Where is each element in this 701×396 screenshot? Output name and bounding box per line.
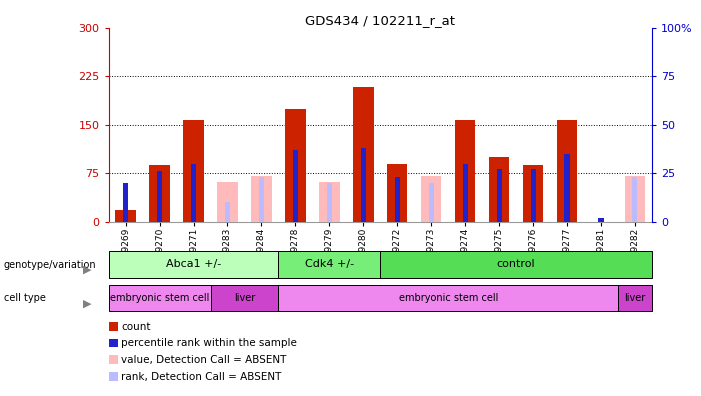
- Text: cell type: cell type: [4, 293, 46, 303]
- Text: ▶: ▶: [83, 265, 91, 275]
- Bar: [429, 183, 434, 222]
- Bar: [184, 120, 204, 222]
- Bar: [564, 154, 570, 222]
- Bar: [217, 182, 238, 222]
- Bar: [109, 285, 210, 311]
- Bar: [361, 148, 366, 222]
- Bar: [531, 169, 536, 222]
- Bar: [293, 150, 298, 222]
- Text: Cdk4 +/-: Cdk4 +/-: [305, 259, 354, 269]
- Bar: [618, 285, 652, 311]
- Bar: [387, 164, 407, 222]
- Text: Abca1 +/-: Abca1 +/-: [166, 259, 222, 269]
- Bar: [149, 165, 170, 222]
- Bar: [259, 177, 264, 222]
- Bar: [109, 251, 278, 278]
- Bar: [157, 171, 162, 222]
- Bar: [116, 210, 136, 222]
- Bar: [489, 157, 510, 222]
- Bar: [463, 164, 468, 222]
- Text: embryonic stem cell: embryonic stem cell: [110, 293, 210, 303]
- Bar: [278, 285, 618, 311]
- Bar: [327, 183, 332, 222]
- Text: ▶: ▶: [83, 299, 91, 309]
- Text: liver: liver: [234, 293, 255, 303]
- Bar: [523, 165, 543, 222]
- Bar: [557, 120, 577, 222]
- Bar: [191, 164, 196, 222]
- Bar: [278, 251, 381, 278]
- Bar: [599, 218, 604, 222]
- Bar: [285, 109, 306, 222]
- Text: control: control: [497, 259, 536, 269]
- Bar: [395, 177, 400, 222]
- Bar: [353, 87, 374, 222]
- Bar: [632, 177, 637, 222]
- Bar: [123, 183, 128, 222]
- Text: liver: liver: [625, 293, 646, 303]
- Bar: [225, 202, 230, 222]
- Text: genotype/variation: genotype/variation: [4, 259, 96, 270]
- Title: GDS434 / 102211_r_at: GDS434 / 102211_r_at: [306, 13, 455, 27]
- Bar: [251, 177, 272, 222]
- Text: value, Detection Call = ABSENT: value, Detection Call = ABSENT: [121, 355, 287, 365]
- Bar: [496, 169, 502, 222]
- Bar: [319, 182, 339, 222]
- Text: count: count: [121, 322, 151, 332]
- Bar: [327, 183, 332, 222]
- Bar: [210, 285, 278, 311]
- Bar: [625, 177, 645, 222]
- Text: rank, Detection Call = ABSENT: rank, Detection Call = ABSENT: [121, 371, 282, 382]
- Text: percentile rank within the sample: percentile rank within the sample: [121, 338, 297, 348]
- Text: embryonic stem cell: embryonic stem cell: [398, 293, 498, 303]
- Bar: [381, 251, 652, 278]
- Bar: [455, 120, 475, 222]
- Bar: [421, 177, 442, 222]
